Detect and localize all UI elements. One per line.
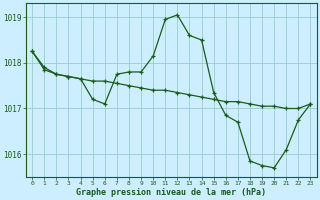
X-axis label: Graphe pression niveau de la mer (hPa): Graphe pression niveau de la mer (hPa) [76,188,266,197]
